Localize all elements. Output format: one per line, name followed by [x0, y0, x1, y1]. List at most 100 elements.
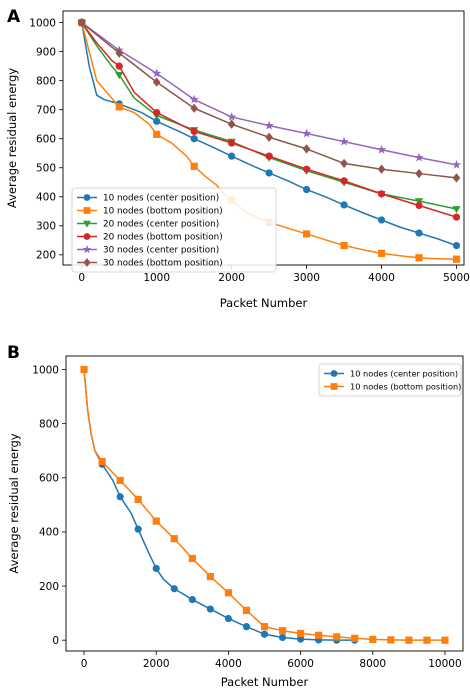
- panel-letter: A: [7, 7, 21, 27]
- data-point: [278, 633, 287, 642]
- data-point: [340, 241, 348, 250]
- x-tick-label: 3000: [293, 272, 320, 284]
- data-point: [80, 365, 88, 374]
- data-point: [115, 48, 123, 58]
- data-point: [340, 201, 348, 209]
- legend-label: 10 nodes (bottom position): [103, 207, 223, 217]
- x-tick-label: 0: [78, 272, 85, 284]
- data-point: [296, 629, 305, 638]
- y-tick-label: 300: [36, 221, 56, 233]
- legend-item: 20 nodes (bottom position): [77, 233, 223, 243]
- data-point: [188, 554, 196, 563]
- data-point: [188, 595, 196, 604]
- y-tick-label: 400: [39, 527, 59, 539]
- data-point: [351, 634, 359, 642]
- y-tick-label: 800: [36, 75, 56, 87]
- data-point: [405, 636, 413, 644]
- x-tick-label: 10000: [428, 658, 461, 670]
- data-point: [315, 631, 323, 639]
- legend-box: [71, 187, 277, 273]
- data-point: [115, 71, 124, 80]
- data-point: [224, 589, 233, 597]
- data-point: [265, 132, 273, 142]
- data-point: [152, 517, 160, 525]
- data-point: [452, 173, 461, 183]
- series-line: [81, 22, 457, 218]
- data-point: [190, 162, 198, 170]
- x-tick-label: 4000: [368, 272, 395, 284]
- data-point: [242, 606, 251, 615]
- legend-marker: [82, 244, 92, 254]
- data-point: [415, 168, 423, 179]
- data-point: [340, 158, 348, 169]
- data-point: [302, 185, 311, 194]
- legend: 10 nodes (center position) 10 nodes (bott…: [318, 363, 462, 397]
- data-point: [377, 249, 386, 257]
- data-point: [452, 206, 461, 214]
- series-line: [83, 369, 445, 641]
- y-tick-label: 600: [39, 473, 59, 485]
- data-point: [377, 164, 386, 174]
- y-tick-label: 0: [52, 635, 59, 647]
- series-line: [83, 369, 355, 641]
- data-point: [170, 585, 178, 593]
- data-point: [170, 535, 178, 543]
- data-point: [265, 152, 273, 160]
- legend-item: 10 nodes (bottom position): [324, 382, 461, 392]
- data-point: [189, 94, 199, 104]
- data-point: [441, 636, 449, 644]
- data-point: [134, 495, 142, 504]
- y-tick-label: 500: [36, 163, 56, 175]
- data-point: [452, 213, 461, 221]
- data-point: [278, 627, 287, 635]
- legend-marker: [83, 220, 91, 228]
- legend-item: 10 nodes (center position): [324, 369, 458, 379]
- data-point: [228, 152, 236, 160]
- y-tick-label: 900: [36, 46, 56, 58]
- y-tick-label: 200: [39, 581, 59, 593]
- data-point: [264, 120, 274, 130]
- data-point: [115, 103, 123, 111]
- data-point: [415, 254, 423, 262]
- data-point: [77, 17, 86, 28]
- legend-item: 10 nodes (bottom position): [77, 207, 223, 217]
- x-tick-label: 8000: [359, 658, 386, 670]
- data-point: [265, 169, 273, 177]
- data-point: [415, 229, 423, 237]
- legend-label: 20 nodes (center position): [103, 220, 219, 230]
- legend-label: 10 nodes (center position): [103, 194, 219, 204]
- y-axis-label: Average residual energy: [7, 433, 21, 573]
- data-point: [339, 136, 349, 146]
- x-axis-label: Packet Number: [220, 296, 308, 310]
- data-point: [116, 493, 124, 501]
- data-point: [452, 255, 461, 263]
- data-point: [153, 130, 161, 138]
- legend-label: 10 nodes (center position): [350, 369, 458, 379]
- data-point: [296, 635, 305, 643]
- x-tick-label: 6000: [287, 658, 314, 670]
- series-line: [81, 22, 457, 247]
- y-tick-label: 200: [36, 250, 56, 262]
- legend-box: [318, 363, 462, 397]
- series-6: [77, 17, 461, 183]
- legend: 10 nodes (center position) 10 nodes (bott…: [71, 187, 277, 273]
- x-axis-label: Packet Number: [221, 675, 309, 688]
- data-point: [302, 165, 311, 173]
- legend-item: 10 nodes (center position): [77, 194, 219, 204]
- data-point: [153, 117, 161, 125]
- panel-letter: B: [7, 343, 20, 363]
- y-tick-label: 400: [36, 192, 56, 204]
- plot-frame: [65, 355, 464, 652]
- legend-item: 30 nodes (bottom position): [77, 258, 223, 269]
- data-point: [206, 572, 214, 581]
- data-point: [134, 525, 142, 533]
- data-point: [228, 139, 236, 147]
- series-1: [80, 365, 359, 644]
- data-point: [415, 201, 423, 210]
- y-tick-label: 600: [36, 134, 56, 146]
- data-point: [387, 636, 395, 644]
- data-point: [333, 633, 341, 641]
- data-point: [227, 119, 236, 129]
- data-point: [414, 152, 424, 162]
